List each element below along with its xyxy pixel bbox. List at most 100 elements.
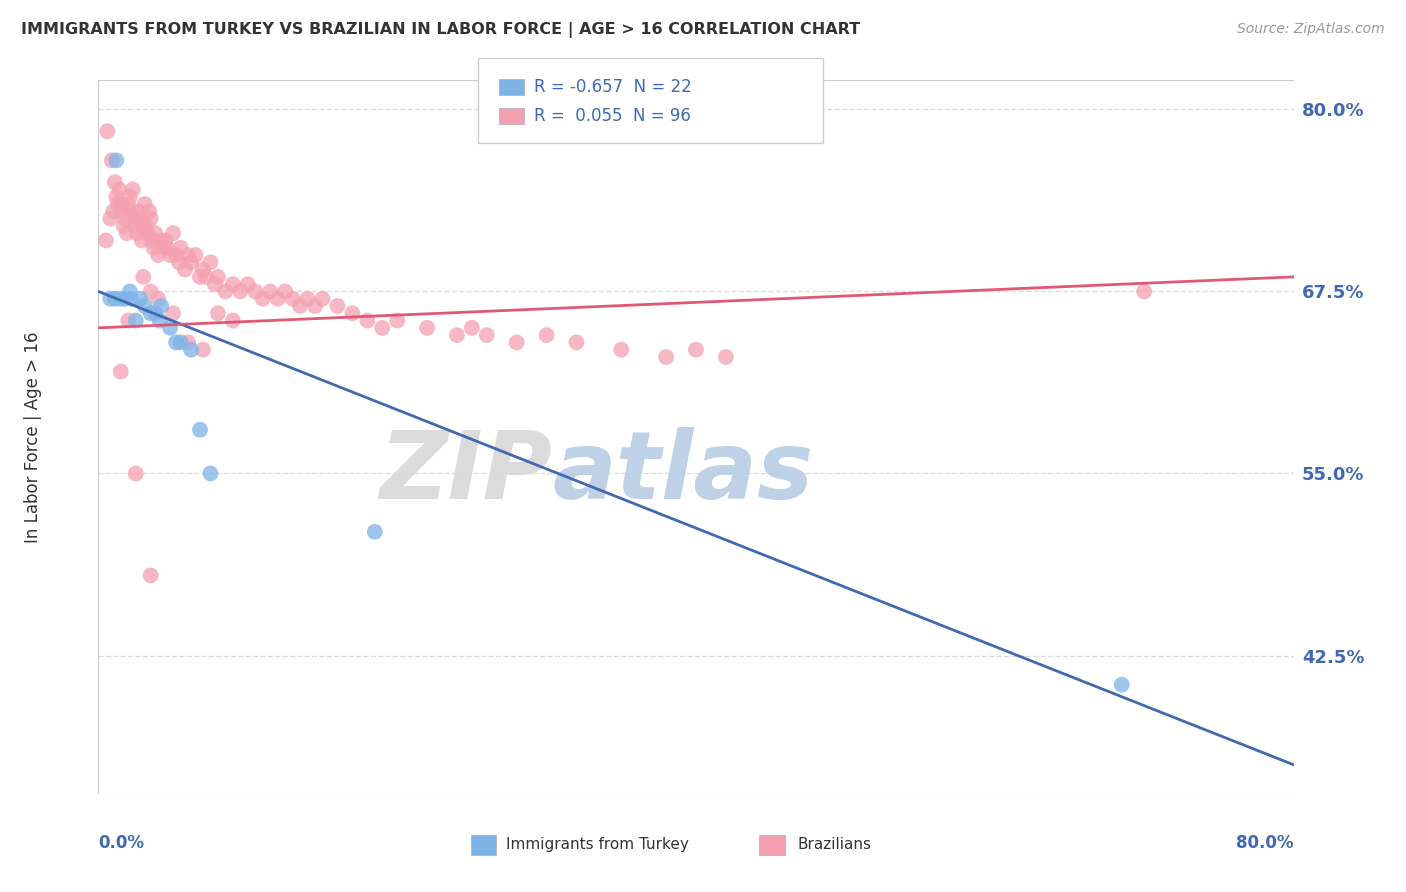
Point [288,299,311,313]
Point [356,313,378,327]
Text: 80.0%: 80.0% [1236,834,1294,852]
Point [104,292,127,306]
Point [114,211,136,226]
Point [162,306,184,320]
Point [274,285,297,299]
Point [267,292,290,306]
Point [112,219,135,233]
Point [304,299,326,313]
Point [565,335,588,350]
Point [110,204,132,219]
Point [159,248,181,262]
Point [108,182,131,196]
Point [117,313,139,327]
Point [342,306,364,320]
Point [117,197,139,211]
Point [142,241,165,255]
Point [204,277,226,292]
Point [207,306,229,320]
Text: Brazilians: Brazilians [797,838,872,852]
Point [461,321,484,335]
Text: IMMIGRANTS FROM TURKEY VS BRAZILIAN IN LABOR FORCE | AGE > 16 CORRELATION CHART: IMMIGRANTS FROM TURKEY VS BRAZILIAN IN L… [21,22,860,38]
Point [134,197,156,211]
Point [297,292,319,306]
Point [139,306,162,320]
Point [222,313,245,327]
Point [311,292,333,306]
Point [536,328,558,343]
Point [111,197,134,211]
Point [143,306,166,320]
Point [96,124,118,138]
Point [148,292,170,306]
Point [125,313,148,327]
Point [141,234,163,248]
Point [195,269,218,284]
Point [110,292,132,306]
Point [101,153,124,168]
Point [134,299,156,313]
Point [245,285,267,299]
Text: R =  0.055  N = 96: R = 0.055 N = 96 [534,107,692,125]
Point [167,255,190,269]
Point [236,277,259,292]
Point [188,269,211,284]
Point [156,241,179,255]
Point [180,343,202,357]
Text: ZIP: ZIP [380,426,553,519]
Point [129,211,152,226]
Point [139,211,162,226]
Point [124,211,146,226]
Point [110,365,132,379]
Point [150,234,173,248]
Text: R = -0.657  N = 22: R = -0.657 N = 22 [534,78,692,96]
Point [177,248,200,262]
Point [118,285,141,299]
Point [259,285,281,299]
Point [121,182,143,196]
Point [136,226,159,240]
Point [132,219,155,233]
Text: In Labor Force | Age > 16: In Labor Force | Age > 16 [24,331,42,543]
Point [214,285,236,299]
Point [180,255,202,269]
Point [118,190,141,204]
Point [139,285,162,299]
Point [1111,678,1133,692]
Point [131,234,153,248]
Point [685,343,707,357]
Point [385,313,409,327]
Point [120,292,142,306]
Point [714,350,737,364]
Point [138,204,160,219]
Point [169,241,191,255]
Point [155,234,177,248]
Point [610,343,633,357]
Point [188,423,211,437]
Point [135,219,157,233]
Point [191,262,214,277]
Point [120,204,142,219]
Point [104,175,127,189]
Point [148,248,170,262]
Point [364,524,387,539]
Point [177,335,200,350]
Point [281,292,304,306]
Point [174,262,197,277]
Point [506,335,529,350]
Text: atlas: atlas [553,426,814,519]
Point [229,285,252,299]
Point [94,234,117,248]
Point [128,204,150,219]
Point [114,292,136,306]
Point [125,467,148,481]
Point [416,321,439,335]
Point [446,328,468,343]
Point [98,211,122,226]
Text: Source: ZipAtlas.com: Source: ZipAtlas.com [1237,22,1385,37]
Point [165,335,187,350]
Point [165,248,187,262]
Point [655,350,678,364]
Point [200,467,222,481]
Point [184,248,207,262]
